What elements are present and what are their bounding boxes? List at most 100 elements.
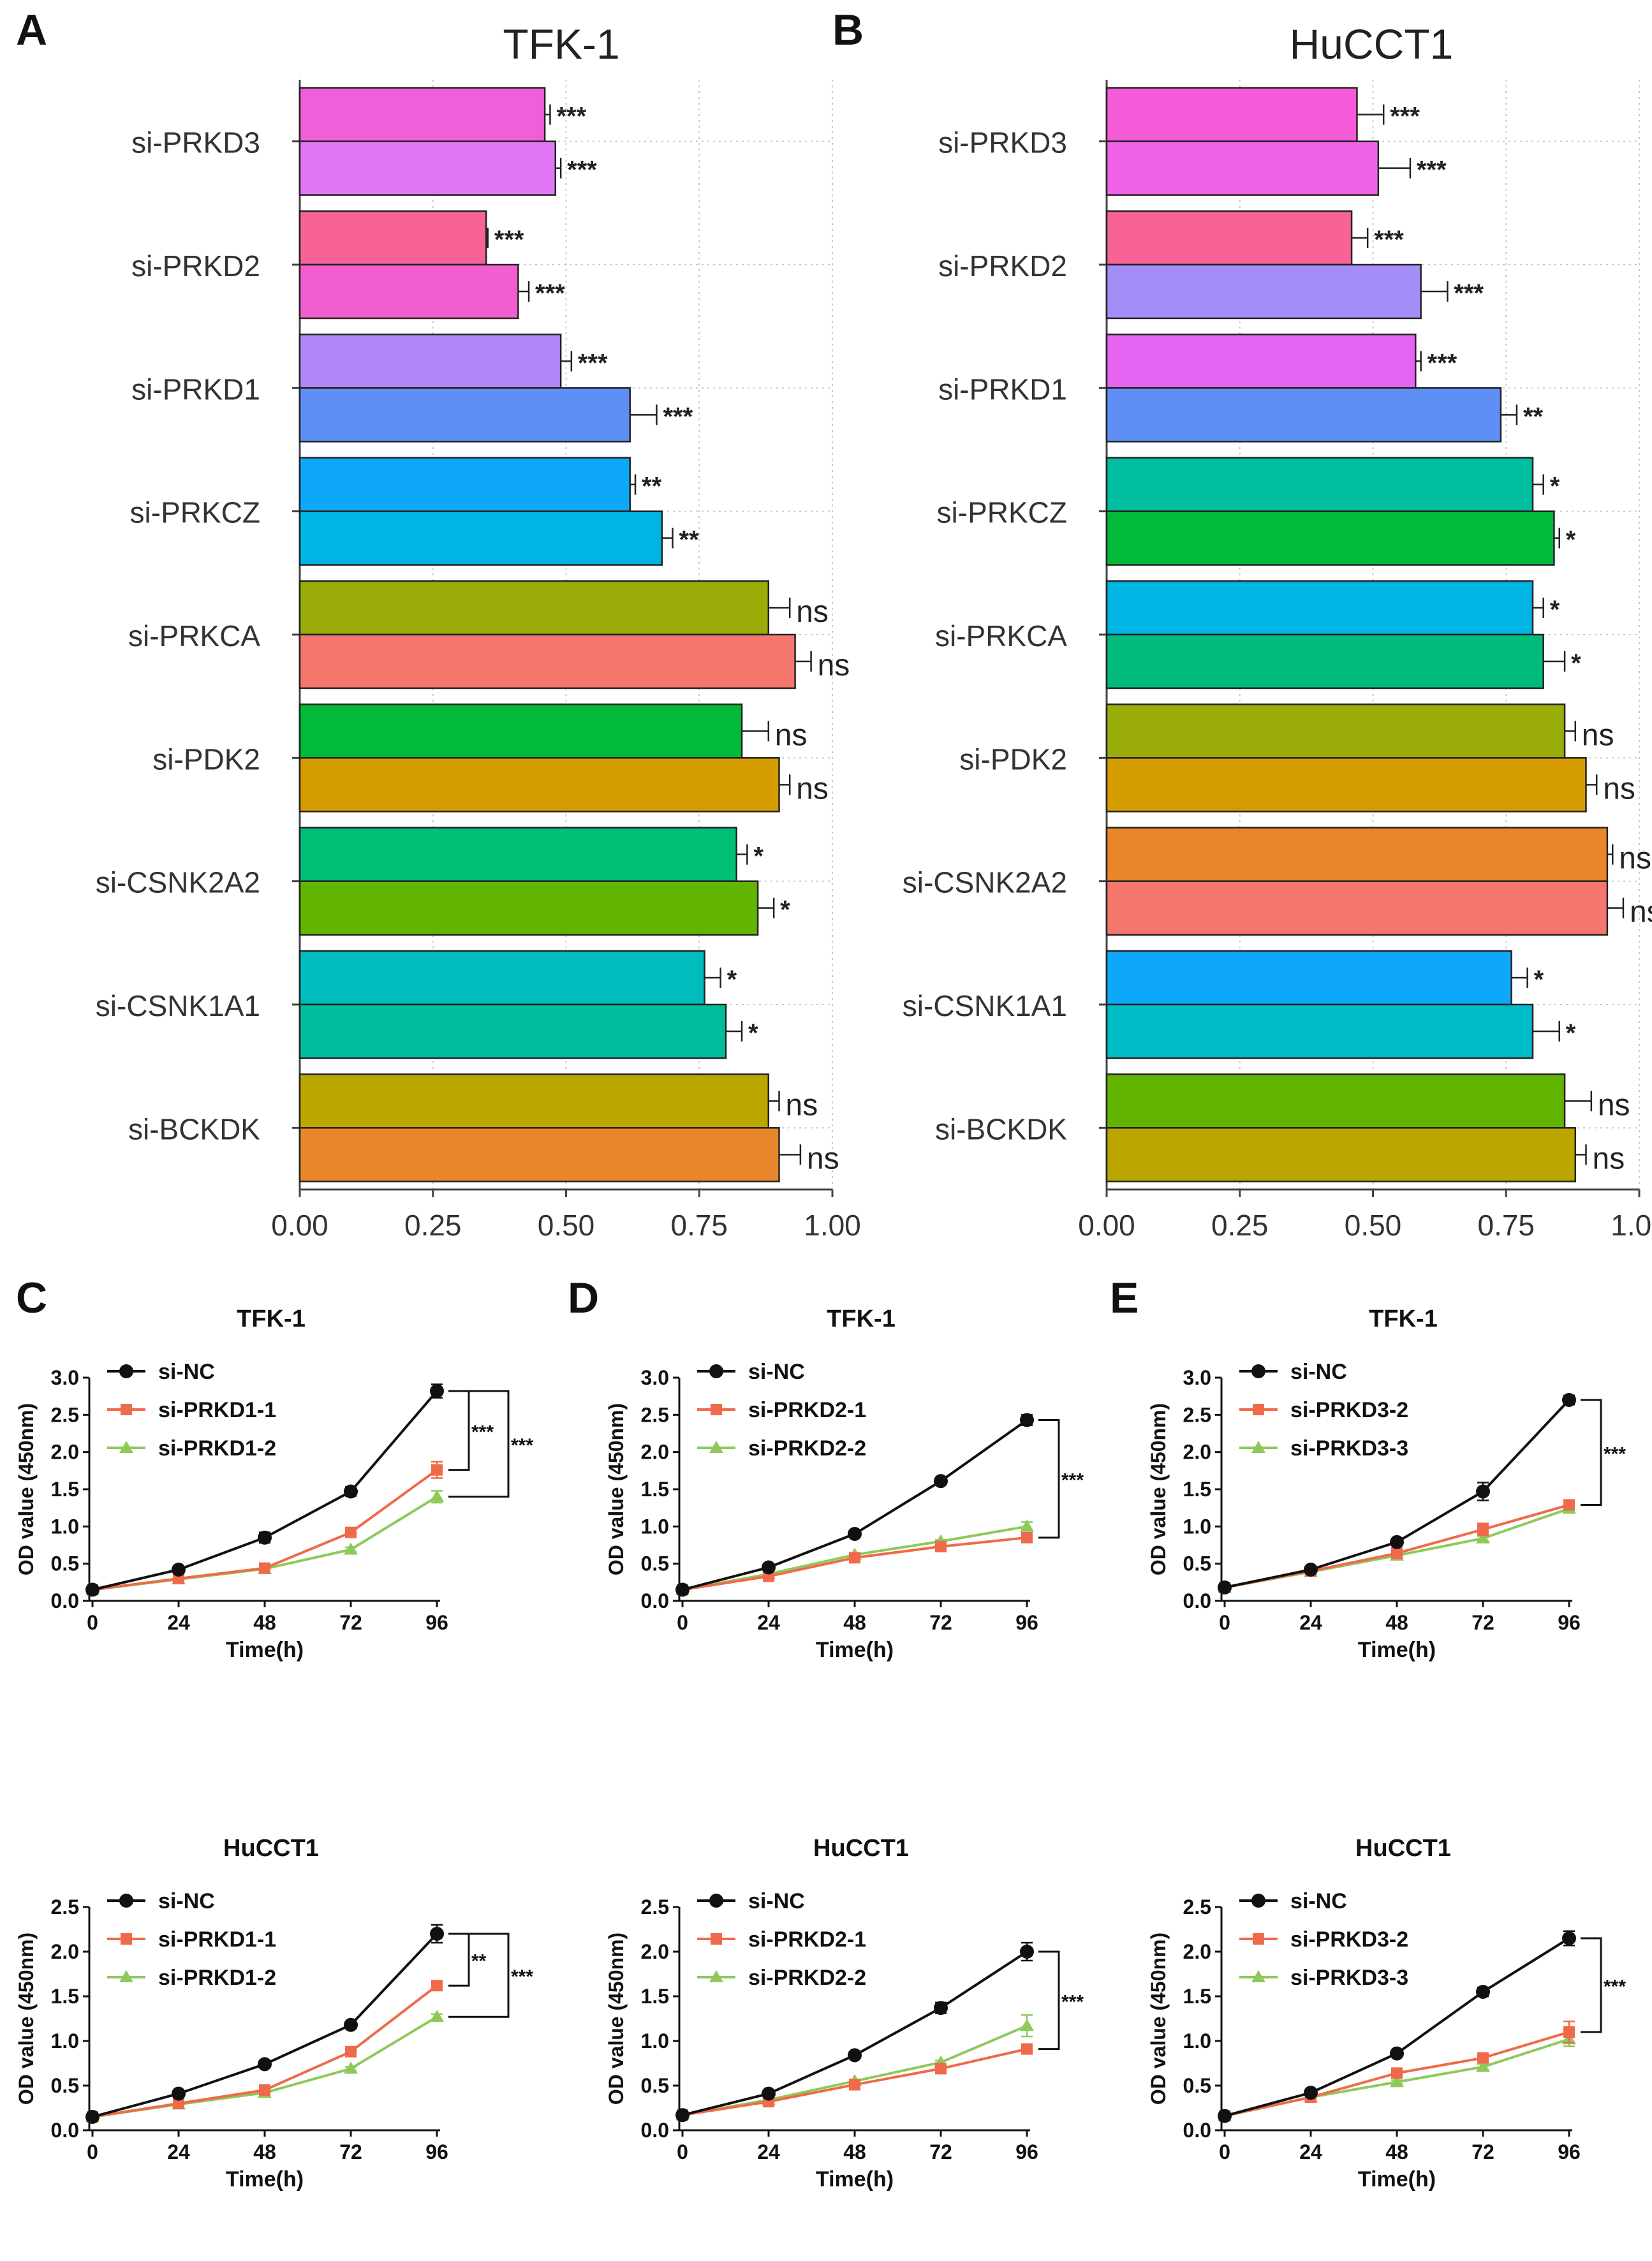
legend-label: si-PRKD3-3 xyxy=(1290,1436,1408,1461)
y-axis-label: OD value (450nm) xyxy=(1147,1933,1170,2105)
significance-label: ns xyxy=(786,1088,818,1122)
y-tick-label: 2.5 xyxy=(641,1403,669,1426)
data-point xyxy=(173,2098,184,2109)
legend-marker xyxy=(711,1933,722,1945)
y-tick-label: 1.0 xyxy=(641,2029,669,2052)
bar xyxy=(299,633,796,689)
data-point xyxy=(935,2063,947,2075)
significance-label: ns xyxy=(1582,718,1614,752)
y-tick-label: 0.0 xyxy=(1183,1589,1211,1612)
x-tick-label: 0.00 xyxy=(1078,1209,1135,1242)
y-tick-label: 2.0 xyxy=(641,1441,669,1464)
y-tick-label: 2.0 xyxy=(1183,1940,1211,1963)
significance-label: *** xyxy=(535,279,565,307)
x-tick-label: 72 xyxy=(339,1611,362,1634)
x-tick-label: 24 xyxy=(167,1611,190,1634)
x-tick-label: 0.75 xyxy=(670,1209,728,1242)
x-tick-label: 24 xyxy=(1299,1611,1322,1634)
data-point xyxy=(430,2010,444,2022)
bar xyxy=(299,334,562,389)
data-point xyxy=(762,1560,776,1575)
y-tick-label: 1.0 xyxy=(1183,1515,1211,1538)
significance-bracket xyxy=(448,1390,470,1471)
bar xyxy=(1105,87,1358,142)
y-tick-label: 0.5 xyxy=(1183,2074,1211,2097)
chart-title: HuCCT1 xyxy=(1355,1835,1451,1862)
bar xyxy=(1105,757,1587,813)
significance-label: *** xyxy=(1061,1470,1084,1491)
category-label: si-PRKCZ xyxy=(130,496,260,529)
category-label: si-CSNK2A2 xyxy=(903,866,1067,899)
x-tick-label: 96 xyxy=(1558,2140,1581,2163)
x-tick-label: 48 xyxy=(1385,1611,1408,1634)
bar xyxy=(1105,703,1566,759)
data-point xyxy=(1304,1563,1318,1577)
significance-label: *** xyxy=(471,1422,494,1443)
data-point xyxy=(1476,1484,1490,1499)
significance-label: ns xyxy=(796,772,829,806)
data-point xyxy=(1477,2052,1489,2064)
y-tick-label: 0.0 xyxy=(641,1589,669,1612)
y-tick-label: 2.5 xyxy=(51,1896,79,1919)
x-tick-label: 72 xyxy=(929,2140,952,2163)
x-tick-label: 72 xyxy=(1471,1611,1494,1634)
bar xyxy=(1105,1003,1534,1059)
significance-label: ns xyxy=(1603,772,1635,806)
x-tick-label: 96 xyxy=(1015,1611,1038,1634)
significance-bracket xyxy=(448,1933,510,2018)
data-point xyxy=(430,1927,444,1941)
significance-label: ** xyxy=(471,1951,487,1972)
x-axis-label: Time(h) xyxy=(226,1638,304,1662)
data-point xyxy=(1020,1519,1034,1532)
x-tick-label: 48 xyxy=(1385,2140,1408,2163)
x-tick-label: 48 xyxy=(253,2140,276,2163)
growth-chart-d-hucct1: HuCCT1 0.0 0.5 1.0 1.5 2.0 2.5 0 24 48 72 96 Time(h)… xyxy=(605,1835,1084,2191)
data-point xyxy=(934,1474,948,1489)
data-point xyxy=(1562,1931,1576,1945)
data-point xyxy=(259,2084,270,2096)
x-tick-label: 24 xyxy=(1299,2140,1322,2163)
y-tick-label: 0.5 xyxy=(51,1552,79,1575)
significance-label: *** xyxy=(1061,1991,1084,2012)
chart-title: HuCCT1 xyxy=(223,1835,319,1862)
significance-label: ns xyxy=(818,649,850,682)
legend-label: si-PRKD1-1 xyxy=(158,1927,276,1952)
legend-marker xyxy=(121,1404,132,1415)
x-tick-label: 0.00 xyxy=(271,1209,328,1242)
significance-label: *** xyxy=(578,349,608,377)
category-label: si-PRKD2 xyxy=(131,249,260,283)
significance-bracket xyxy=(1038,1950,1060,2051)
y-tick-label: 3.0 xyxy=(1183,1366,1211,1389)
y-tick-label: 2.5 xyxy=(51,1403,79,1426)
bar xyxy=(299,457,631,512)
bar xyxy=(1105,387,1502,443)
growth-chart-e-hucct1: HuCCT1 0.0 0.5 1.0 1.5 2.0 2.5 0 24 48 72 96 Time(h)… xyxy=(1147,1835,1626,2191)
data-point xyxy=(1476,2059,1490,2072)
data-point xyxy=(431,1464,443,1476)
significance-label: ns xyxy=(807,1142,839,1175)
chart-title: TFK-1 xyxy=(503,20,619,68)
data-point xyxy=(345,2045,357,2058)
x-tick-label: 72 xyxy=(929,1611,952,1634)
data-point xyxy=(848,2048,862,2063)
significance-label: *** xyxy=(1604,1443,1626,1464)
data-point xyxy=(1562,1393,1576,1407)
bar xyxy=(299,880,759,936)
significance-bracket xyxy=(1581,1937,1602,2033)
legend-label: si-PRKD3-2 xyxy=(1290,1927,1408,1952)
category-label: si-BCKDK xyxy=(935,1112,1067,1145)
data-point xyxy=(1020,1945,1034,1959)
panel-letter-c: C xyxy=(16,1274,47,1322)
data-point xyxy=(1477,1524,1489,1535)
x-tick-label: 48 xyxy=(843,1611,866,1634)
legend-marker xyxy=(1253,1933,1264,1945)
data-point xyxy=(344,1542,358,1555)
y-axis-label: OD value (450nm) xyxy=(1147,1403,1170,1575)
significance-label: *** xyxy=(1604,1977,1626,1998)
bar xyxy=(299,757,780,813)
data-point xyxy=(1021,1531,1033,1543)
y-tick-label: 0.5 xyxy=(641,1552,669,1575)
data-point xyxy=(172,2086,186,2101)
y-tick-label: 0.5 xyxy=(51,2074,79,2097)
bar xyxy=(1105,827,1609,882)
